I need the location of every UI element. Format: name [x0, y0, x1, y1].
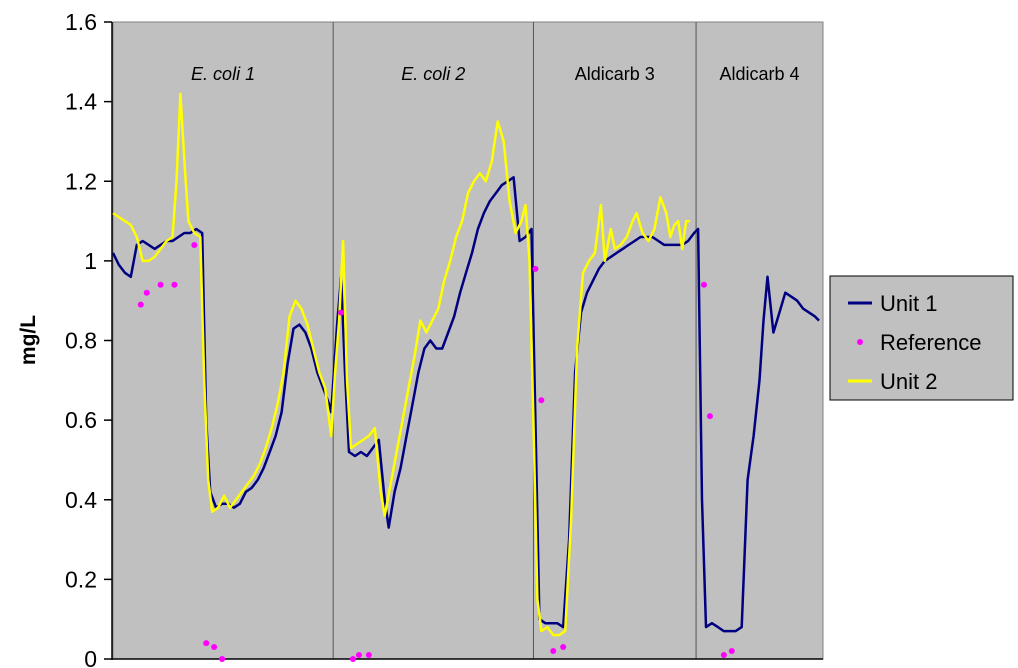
data-point-reference	[720, 652, 727, 659]
y-tick-label: 1.2	[65, 168, 97, 194]
y-tick-label: 0	[84, 646, 97, 668]
legend-label-unit-1: Unit 1	[880, 291, 937, 316]
section-label-e-coli-2: E. coli 2	[401, 64, 465, 84]
y-tick-label: 0.8	[65, 328, 97, 354]
section-label-aldicarb-4: Aldicarb 4	[720, 64, 800, 84]
y-tick-label: 0.2	[65, 566, 97, 592]
y-tick-label: 1	[84, 248, 97, 274]
data-point-reference	[706, 413, 713, 420]
series-line-unit-2	[112, 92, 691, 637]
data-point-reference	[550, 648, 557, 655]
data-point-reference	[143, 289, 150, 296]
data-point-reference	[349, 656, 356, 662]
legend-swatch-reference	[857, 339, 863, 345]
data-point-reference	[701, 281, 708, 288]
legend-label-unit-2: Unit 2	[880, 369, 937, 394]
legend-label-reference: Reference	[880, 330, 982, 355]
data-point-reference	[338, 309, 345, 316]
y-tick-label: 1.4	[65, 89, 97, 115]
section-label-e-coli-1: E. coli 1	[191, 64, 255, 84]
data-point-reference	[728, 648, 735, 655]
y-axis-label: mg/L	[17, 315, 40, 365]
legend-box	[829, 275, 1014, 401]
y-tick-label: 1.6	[65, 9, 97, 35]
data-point-reference	[191, 241, 198, 248]
data-point-reference	[211, 644, 218, 651]
series-layer	[111, 92, 820, 662]
data-point-reference	[538, 397, 545, 404]
data-point-reference	[219, 656, 226, 662]
data-point-reference	[171, 281, 178, 288]
data-point-reference	[203, 640, 210, 647]
y-tick-label: 0.6	[65, 407, 97, 433]
data-point-reference	[137, 301, 144, 308]
series-unit-2	[112, 92, 691, 637]
data-point-reference	[157, 281, 164, 288]
section-label-aldicarb-3: Aldicarb 3	[575, 64, 655, 84]
y-tick-label: 0.4	[65, 487, 97, 513]
data-point-reference	[532, 265, 539, 272]
data-point-reference	[365, 652, 372, 659]
section-labels: E. coli 1 E. coli 2 Aldicarb 3 Aldicarb 4	[191, 64, 800, 84]
data-point-reference	[355, 652, 362, 659]
series-reference	[137, 241, 735, 662]
plot-area	[112, 21, 824, 660]
y-axis: 0 0.2 0.4 0.6 0.8 1 1.2 1.4 1.6	[65, 9, 113, 668]
data-point-reference	[560, 644, 567, 651]
legend: Unit 1 Reference Unit 2	[829, 275, 1014, 401]
